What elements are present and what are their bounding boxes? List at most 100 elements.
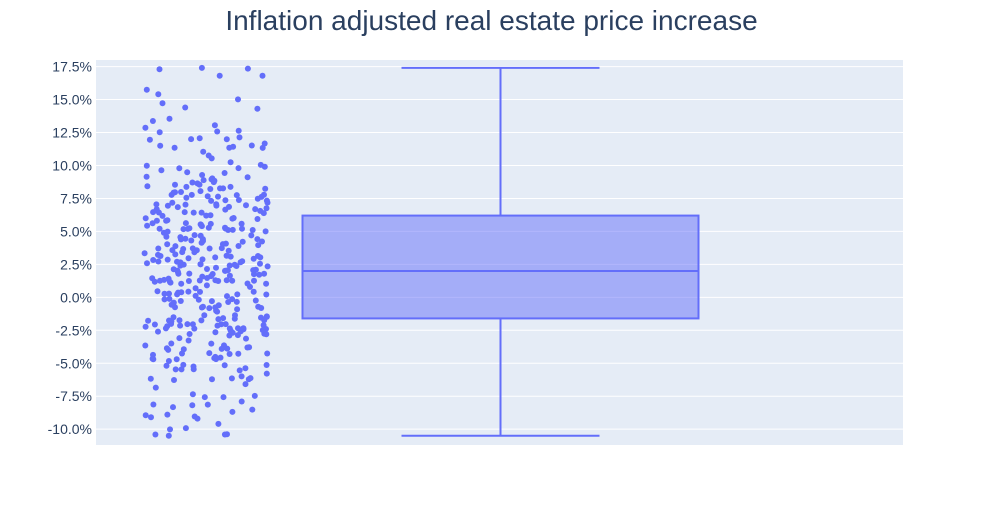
y-tick-label: -5.0% bbox=[55, 355, 92, 371]
data-point bbox=[248, 232, 255, 239]
data-point bbox=[257, 260, 263, 267]
y-tick-label: 15.0% bbox=[52, 92, 92, 108]
data-point bbox=[237, 259, 244, 266]
data-point bbox=[164, 217, 171, 224]
data-point bbox=[238, 373, 245, 380]
data-point bbox=[263, 370, 270, 377]
y-tick-label: 12.5% bbox=[52, 125, 92, 141]
data-point bbox=[188, 191, 195, 198]
data-point bbox=[213, 264, 219, 271]
data-point bbox=[180, 361, 187, 368]
data-point bbox=[239, 225, 245, 232]
box-trace bbox=[301, 66, 700, 437]
data-point bbox=[191, 232, 198, 239]
data-point bbox=[251, 277, 257, 284]
data-point bbox=[142, 215, 149, 222]
data-point bbox=[177, 298, 184, 304]
data-point bbox=[222, 321, 229, 328]
data-point bbox=[154, 288, 161, 295]
data-point bbox=[168, 340, 175, 347]
data-point bbox=[255, 242, 262, 249]
data-point bbox=[199, 273, 206, 280]
data-point bbox=[188, 237, 195, 244]
data-point bbox=[185, 288, 192, 295]
data-point bbox=[172, 366, 179, 373]
data-point bbox=[213, 356, 219, 363]
data-point bbox=[206, 305, 213, 312]
data-point bbox=[145, 317, 152, 324]
data-point bbox=[184, 321, 191, 328]
data-point bbox=[220, 394, 227, 401]
data-point bbox=[196, 181, 203, 188]
data-point bbox=[263, 197, 270, 204]
data-point bbox=[155, 251, 161, 258]
data-point bbox=[182, 235, 189, 242]
y-tick-label: -7.5% bbox=[55, 388, 92, 404]
data-point bbox=[163, 345, 170, 352]
data-point bbox=[213, 201, 220, 208]
data-point bbox=[226, 272, 233, 279]
data-point bbox=[203, 282, 210, 289]
data-point bbox=[242, 381, 249, 388]
data-point bbox=[236, 134, 243, 141]
data-point bbox=[215, 193, 221, 200]
data-point bbox=[215, 302, 222, 309]
data-point bbox=[186, 270, 193, 277]
data-point bbox=[199, 172, 206, 178]
data-point bbox=[200, 148, 207, 155]
data-point bbox=[182, 220, 189, 227]
data-point bbox=[179, 350, 185, 357]
data-point bbox=[238, 398, 245, 405]
data-point bbox=[229, 408, 236, 415]
data-point bbox=[222, 197, 229, 204]
data-point bbox=[233, 298, 240, 305]
data-point bbox=[259, 327, 266, 334]
data-point bbox=[164, 202, 171, 209]
data-point bbox=[204, 401, 211, 408]
data-point bbox=[150, 401, 157, 408]
data-point bbox=[255, 253, 261, 259]
data-point bbox=[221, 431, 228, 438]
data-point bbox=[222, 267, 229, 274]
data-point bbox=[251, 271, 257, 278]
data-point bbox=[207, 212, 214, 219]
data-point bbox=[261, 163, 268, 170]
data-point bbox=[165, 432, 172, 439]
data-point bbox=[214, 128, 221, 135]
data-point bbox=[174, 204, 181, 211]
data-point bbox=[235, 197, 242, 203]
data-point bbox=[177, 259, 184, 266]
data-point bbox=[261, 191, 267, 198]
data-point bbox=[166, 290, 172, 297]
data-point bbox=[146, 136, 153, 143]
data-point bbox=[254, 105, 261, 112]
data-point bbox=[243, 202, 249, 209]
data-point bbox=[159, 100, 166, 107]
data-point bbox=[263, 291, 270, 298]
data-point bbox=[163, 362, 170, 369]
data-point bbox=[223, 252, 230, 259]
data-point bbox=[156, 225, 163, 232]
data-point bbox=[259, 238, 265, 245]
y-tick-label: -2.5% bbox=[55, 322, 92, 338]
data-point bbox=[232, 312, 238, 319]
data-point bbox=[250, 288, 257, 295]
data-point bbox=[171, 144, 178, 151]
data-point bbox=[208, 298, 215, 305]
data-point bbox=[143, 162, 150, 169]
data-point bbox=[165, 358, 172, 364]
data-point bbox=[178, 189, 184, 195]
data-point bbox=[172, 189, 178, 196]
data-point bbox=[189, 402, 196, 409]
data-point bbox=[204, 193, 211, 200]
data-point bbox=[221, 170, 228, 176]
data-point bbox=[155, 328, 161, 335]
data-point bbox=[176, 165, 183, 172]
data-point bbox=[211, 122, 218, 129]
data-point bbox=[142, 412, 149, 419]
data-point bbox=[144, 260, 150, 267]
data-point bbox=[199, 256, 206, 263]
data-point bbox=[259, 72, 266, 79]
data-point bbox=[222, 224, 228, 231]
